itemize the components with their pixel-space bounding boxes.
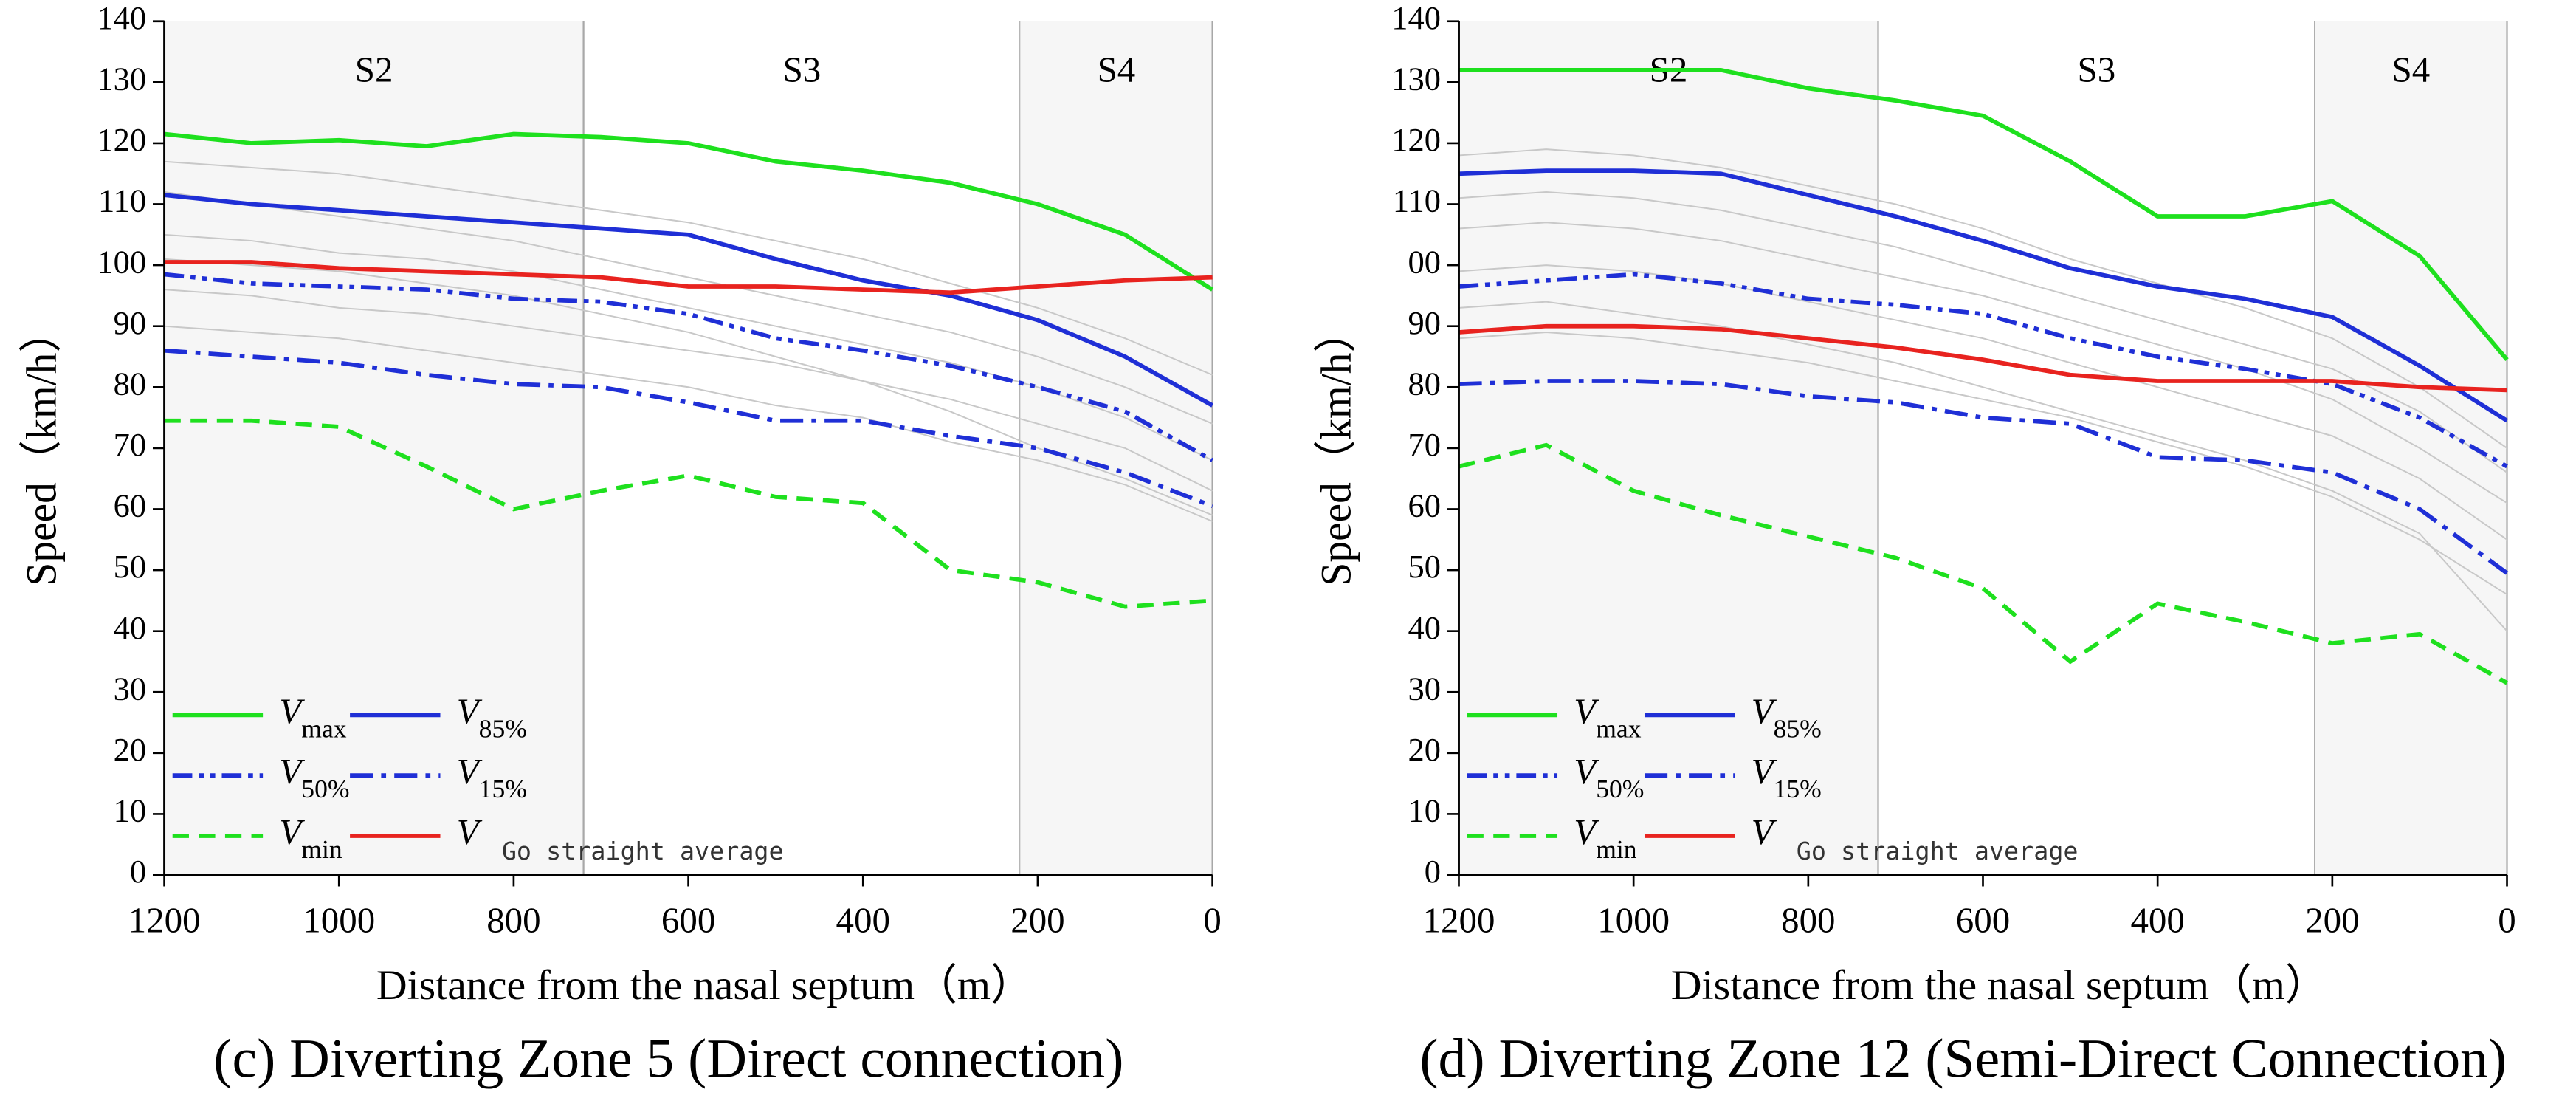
series-line <box>1459 272 2508 469</box>
y-tick-label: 120 <box>1391 121 1441 158</box>
y-tick-label: 10 <box>114 792 147 829</box>
y-tick-label: 60 <box>1408 487 1441 524</box>
y-tick-label: 80 <box>114 366 147 402</box>
chart-panel: S2 S3 S40102030405060708090001101201301401… <box>1313 0 2515 1090</box>
series-line <box>164 131 1214 292</box>
x-tick-label: 200 <box>2305 901 2359 941</box>
legend-label: Vmax <box>1574 692 1641 744</box>
legend-label: V85% <box>457 692 527 744</box>
trace-line <box>1459 301 2508 632</box>
y-tick-label: 20 <box>1408 731 1441 768</box>
legend-label: Vmin <box>1574 812 1637 864</box>
region-label: S4 <box>2391 50 2430 90</box>
region-shade <box>1020 21 1213 876</box>
y-tick-label: 10 <box>1408 792 1441 829</box>
x-tick-label: 1000 <box>303 901 375 941</box>
legend-label: Vmin <box>279 812 342 864</box>
y-tick-label: 70 <box>1408 426 1441 463</box>
series-line <box>1459 67 2509 361</box>
y-tick-label: 40 <box>1408 609 1441 646</box>
y-tick-label: 130 <box>97 61 146 97</box>
y-tick-label: 00 <box>1408 243 1441 280</box>
trace-line <box>164 325 1213 522</box>
legend-label: V15% <box>457 752 527 803</box>
y-tick-label: 20 <box>114 731 147 768</box>
region-label: S3 <box>783 50 822 90</box>
x-tick-label: 1200 <box>128 901 201 941</box>
trace-line <box>1459 264 2508 541</box>
series-line <box>1458 442 2508 685</box>
x-tick-label: 400 <box>2130 901 2184 941</box>
y-tick-label: 90 <box>1408 304 1441 341</box>
x-tick-label: 400 <box>836 901 890 941</box>
series-line <box>164 272 1214 462</box>
x-tick-label: 0 <box>2498 901 2515 941</box>
x-tick-label: 1200 <box>1423 901 1495 941</box>
caption: (d) Diverting Zone 12 (Semi-Direct Conne… <box>1419 1029 2507 1090</box>
x-tick-label: 600 <box>1956 901 2010 941</box>
legend-label: V Go straight average <box>1752 812 2079 865</box>
trace-line <box>1459 331 2508 595</box>
x-tick-label: 1000 <box>1597 901 1670 941</box>
y-tick-label: 50 <box>114 548 147 585</box>
legend-label: V85% <box>1752 692 1822 744</box>
y-axis-label: Speed（km/h） <box>18 310 65 586</box>
x-tick-label: 800 <box>1781 901 1835 941</box>
y-tick-label: 30 <box>1408 670 1441 707</box>
trace-line <box>1459 222 2508 504</box>
series-line <box>1459 323 2507 393</box>
y-tick-label: 40 <box>114 609 147 646</box>
x-tick-label: 600 <box>661 901 715 941</box>
chart-panel: S2 S3 S4 0 10 20 30 40 50 60 70 80 90 100 110 120 130 140… <box>18 0 1221 1090</box>
y-tick-label: 140 <box>97 0 146 36</box>
y-tick-label: 120 <box>97 121 146 158</box>
series-line <box>1459 168 2509 423</box>
legend-label: V50% <box>1574 752 1644 803</box>
y-tick-label: 70 <box>114 426 147 463</box>
series-line <box>164 418 1213 609</box>
y-tick-label: 100 <box>97 243 146 280</box>
trace-line <box>1459 191 2508 473</box>
x-tick-label: 800 <box>486 901 540 941</box>
trace-line <box>164 289 1213 492</box>
region-label: S2 <box>355 50 393 90</box>
trace-line <box>164 160 1213 376</box>
x-tick-label: 200 <box>1010 901 1064 941</box>
y-tick-label: 0 <box>1425 853 1441 890</box>
y-axis-label: Speed（km/h） <box>1313 310 1360 586</box>
y-tick-label: 130 <box>1391 61 1441 97</box>
y-tick-label: 60 <box>114 487 147 524</box>
x-tick-label: 0 <box>1203 901 1221 941</box>
region-shade <box>164 21 584 876</box>
trace-line <box>164 258 1213 516</box>
trace-line <box>164 233 1213 462</box>
legend-label: V50% <box>279 752 349 803</box>
caption: (c) Diverting Zone 5 (Direct connection) <box>213 1029 1123 1090</box>
series-line <box>164 193 1214 408</box>
region-label: S3 <box>2077 50 2115 90</box>
y-tick-label: 110 <box>98 182 146 219</box>
y-tick-label: 90 <box>114 304 147 341</box>
region-shade <box>1459 21 1878 876</box>
legend-label: V15% <box>1752 752 1822 803</box>
y-tick-label: 30 <box>114 670 147 707</box>
y-tick-label: 80 <box>1408 366 1441 402</box>
legend-label: Vmax <box>279 692 346 744</box>
legend-label: V Go straight average <box>457 812 784 865</box>
x-axis-label: Distance from the nasal septum（m） <box>376 962 1033 1009</box>
trace-line <box>1459 148 2508 449</box>
y-tick-label: 110 <box>1393 182 1441 219</box>
x-axis-label: Distance from the nasal septum（m） <box>1671 962 2328 1009</box>
region-label: S4 <box>1098 50 1136 90</box>
trace-line <box>164 191 1213 425</box>
y-tick-label: 50 <box>1408 548 1441 585</box>
y-tick-label: 140 <box>1391 0 1441 36</box>
y-tick-label: 0 <box>130 853 146 890</box>
series-line <box>164 260 1213 295</box>
